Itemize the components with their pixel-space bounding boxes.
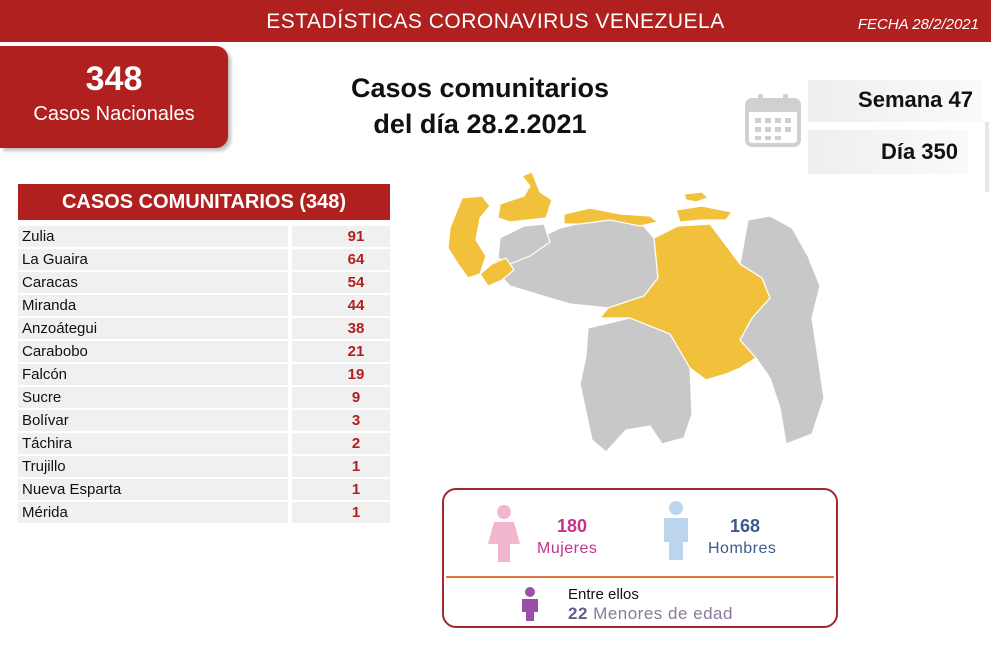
week-label: Semana 47 — [808, 80, 983, 122]
national-cases-box: 348 Casos Nacionales — [0, 46, 228, 148]
map-region-guayana — [739, 215, 825, 445]
state-name: Miranda — [18, 295, 288, 316]
table-row: Trujillo 1 — [18, 456, 390, 477]
national-cases-label: Casos Nacionales — [33, 103, 195, 125]
state-name: La Guaira — [18, 249, 288, 270]
map-region-sucre — [675, 205, 734, 223]
state-name: Trujillo — [18, 456, 288, 477]
national-cases-count: 348 — [85, 60, 143, 98]
male-figure-icon — [664, 501, 688, 560]
state-cases: 1 — [292, 456, 390, 477]
state-cases: 9 — [292, 387, 390, 408]
decorative-lines — [985, 122, 989, 192]
state-name: Mérida — [18, 502, 288, 523]
male-count: 168 — [730, 516, 761, 536]
state-name: Táchira — [18, 433, 288, 454]
calendar-icon — [745, 94, 801, 147]
state-cases: 3 — [292, 410, 390, 431]
table-row: Caracas 54 — [18, 272, 390, 293]
state-cases: 64 — [292, 249, 390, 270]
table-row: La Guaira 64 — [18, 249, 390, 270]
map-region-andes-yellow — [479, 257, 515, 287]
table-row: Bolívar 3 — [18, 410, 390, 431]
map-region-zulia — [447, 195, 491, 279]
venezuela-map — [447, 171, 825, 453]
table-row: Falcón 19 — [18, 364, 390, 385]
state-name: Nueva Esparta — [18, 479, 288, 500]
table-row: Mérida 1 — [18, 502, 390, 523]
table-row: Zulia 91 — [18, 226, 390, 247]
child-figure-icon — [522, 587, 538, 621]
center-title-line1: Casos comunitarios — [350, 73, 610, 103]
gender-panel-divider — [446, 576, 834, 578]
page-title: ESTADÍSTICAS CORONAVIRUS VENEZUELA — [266, 10, 725, 33]
state-cases: 2 — [292, 433, 390, 454]
state-name: Carabobo — [18, 341, 288, 362]
table-row: Nueva Esparta 1 — [18, 479, 390, 500]
minors-label: Menores de edad — [593, 604, 733, 623]
state-cases: 1 — [292, 479, 390, 500]
female-count: 180 — [557, 516, 588, 536]
map-region-bolivar — [598, 223, 771, 381]
gender-panel — [442, 488, 838, 628]
minors-line: 22 Menores de edad — [568, 604, 733, 624]
state-cases: 91 — [292, 226, 390, 247]
state-name: Zulia — [18, 226, 288, 247]
female-label: Mujeres — [537, 540, 598, 557]
map-region-falcon — [497, 171, 553, 223]
state-cases: 1 — [292, 502, 390, 523]
map-region-andes — [497, 223, 551, 265]
map-region-central-coast — [563, 207, 660, 227]
state-cases: 54 — [292, 272, 390, 293]
minors-intro: Entre ellos — [568, 586, 639, 603]
state-name: Sucre — [18, 387, 288, 408]
table-row: Táchira 2 — [18, 433, 390, 454]
state-cases: 44 — [292, 295, 390, 316]
center-title: Casos comunitarios del día 28.2.2021 — [330, 70, 630, 142]
center-title-line2: del día 28.2.2021 — [373, 109, 587, 139]
header-bar: ESTADÍSTICAS CORONAVIRUS VENEZUELA FECHA… — [0, 0, 991, 42]
community-cases-table-title: CASOS COMUNITARIOS (348) — [18, 184, 390, 220]
state-cases: 19 — [292, 364, 390, 385]
table-row: Anzoátegui 38 — [18, 318, 390, 339]
state-name: Bolívar — [18, 410, 288, 431]
table-row: Carabobo 21 — [18, 341, 390, 362]
map-region-isla — [683, 191, 710, 203]
table-row: Miranda 44 — [18, 295, 390, 316]
day-label: Día 350 — [808, 130, 968, 174]
male-label: Hombres — [708, 540, 777, 557]
report-date: FECHA 28/2/2021 — [857, 16, 979, 33]
state-name: Falcón — [18, 364, 288, 385]
state-name: Anzoátegui — [18, 318, 288, 339]
state-name: Caracas — [18, 272, 288, 293]
state-cases: 38 — [292, 318, 390, 339]
female-figure-icon — [488, 505, 520, 562]
minors-count: 22 — [568, 604, 588, 623]
state-cases: 21 — [292, 341, 390, 362]
table-row: Sucre 9 — [18, 387, 390, 408]
